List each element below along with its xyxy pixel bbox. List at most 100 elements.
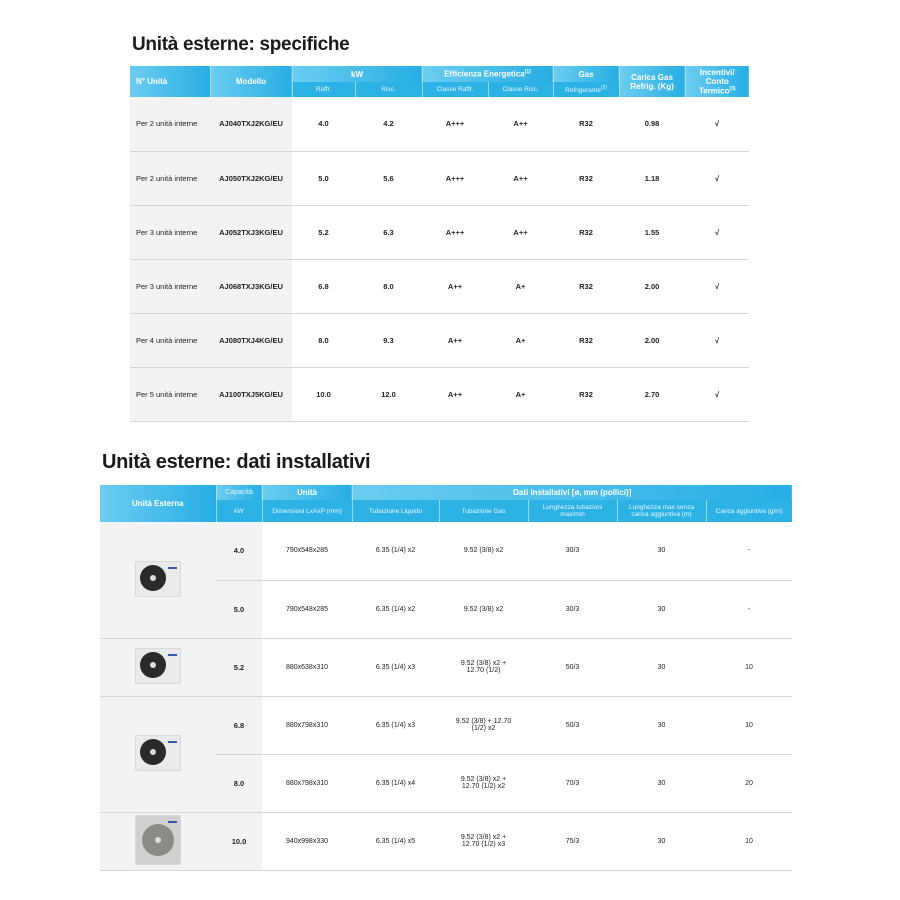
model: AJ050TXJ2KG/EU (210, 151, 292, 206)
header-n-unita: N° Unità (130, 66, 210, 97)
header-carica: Carica aggiuntiva (g/m) (705, 500, 792, 522)
header-tubazione-gas: Tubazione Gas (438, 500, 528, 522)
header-kw: kW (291, 66, 422, 82)
lunghezza-max: 30 (617, 638, 706, 697)
refrigerante: R32 (553, 313, 620, 368)
lunghezza: 30/3 (528, 522, 617, 581)
refrigerante: R32 (553, 97, 620, 152)
header-carica-gas: Carica Gas Refrig. (Kg) (618, 66, 686, 97)
classe-risc: A++ (488, 205, 554, 260)
carica-aggiuntiva: 10 (706, 696, 792, 755)
specs-title: Unità esterne: specifiche (132, 34, 350, 55)
lunghezza-max: 30 (617, 522, 706, 581)
classe-raffr: A+++ (422, 151, 488, 206)
lunghezza-max: 30 (617, 812, 706, 871)
model: AJ068TXJ3KG/EU (210, 259, 292, 314)
refrigerante: R32 (553, 367, 620, 422)
capacita: 5.0 (216, 580, 262, 639)
outdoor-unit-icon (135, 560, 181, 597)
specs-table: N° Unità Modello kW Efficienza Energetic… (130, 66, 750, 422)
header-gas: Gas (552, 66, 620, 82)
capacita: 6.8 (216, 696, 262, 755)
header-dimensioni: Dimensioni LxAxP (mm) (261, 500, 352, 522)
classe-risc: A+ (488, 313, 554, 368)
classe-raffr: A+++ (422, 97, 488, 152)
outdoor-unit-icon (135, 735, 181, 771)
install-title: Unità esterne: dati installativi (102, 451, 371, 473)
header-risc: Risc. (354, 82, 422, 97)
tubazione-liquido: 6.35 (1/4) x3 (352, 638, 439, 697)
install-row: 5.2 880x638x310 6.35 (1/4) x3 9.52 (3/8) x2… (100, 638, 792, 697)
classe-risc: A+ (488, 259, 554, 314)
outdoor-unit-icon (135, 648, 181, 684)
dimensioni: 790x548x285 (262, 580, 352, 639)
classe-risc: A++ (488, 151, 554, 206)
tubazione-gas: 9.52 (3/8) + 12.70 (1/2) x2 (439, 696, 528, 755)
carica-aggiuntiva: 10 (706, 812, 792, 871)
capacita: 10.0 (216, 812, 262, 871)
classe-risc: A++ (488, 97, 554, 152)
carica-aggiuntiva: - (706, 522, 792, 581)
refrigerante: R32 (553, 205, 620, 260)
spec-row: Per 4 unità interne AJ080TXJ4KG/EU 8.0 9.3 A… (130, 313, 750, 368)
model: AJ080TXJ4KG/EU (210, 313, 292, 368)
install-row: 10.0 940x998x330 6.35 (1/4) x5 9.52 (3/8) x… (100, 812, 792, 871)
capacita: 4.0 (216, 522, 262, 581)
header-unita: Unità (261, 485, 352, 500)
install-row: 8.0 880x798x310 6.35 (1/4) x4 9.52 (3/8) x2… (100, 754, 792, 813)
classe-raffr: A++ (422, 367, 488, 422)
header-efficienza: Efficienza Energetica(1) (421, 66, 554, 82)
incentivi: √ (685, 259, 750, 314)
header-dati: Dati installativi [ø, mm (pollici)] (351, 485, 792, 500)
kw-raffr: 5.0 (292, 151, 355, 206)
kw-raffr: 5.2 (292, 205, 355, 260)
unit-count: Per 3 unità interne (130, 259, 210, 314)
incentivi: √ (685, 367, 750, 422)
carica-aggiuntiva: 10 (706, 638, 792, 697)
kw-risc: 5.6 (355, 151, 422, 206)
capacita: 8.0 (216, 754, 262, 813)
kw-raffr: 4.0 (292, 97, 355, 152)
model: AJ052TXJ3KG/EU (210, 205, 292, 260)
spec-row: Per 2 unità interne AJ040TXJ2KG/EU 4.0 4.2 A… (130, 97, 750, 152)
carica-gas: 2.00 (619, 313, 686, 368)
lunghezza: 70/3 (528, 754, 617, 813)
kw-raffr: 10.0 (292, 367, 355, 422)
classe-raffr: A++ (422, 259, 488, 314)
lunghezza-max: 30 (617, 696, 706, 755)
classe-raffr: A++ (422, 313, 488, 368)
unit-count: Per 5 unità interne (130, 367, 210, 422)
carica-gas: 2.00 (619, 259, 686, 314)
tubazione-liquido: 6.35 (1/4) x5 (352, 812, 439, 871)
kw-risc: 8.0 (355, 259, 422, 314)
lunghezza: 75/3 (528, 812, 617, 871)
outdoor-unit-icon (135, 815, 181, 865)
tubazione-gas: 9.52 (3/8) x2 + 12.70 (1/2) x2 (439, 754, 528, 813)
kw-raffr: 8.0 (292, 313, 355, 368)
carica-aggiuntiva: 20 (706, 754, 792, 813)
lunghezza: 50/3 (528, 638, 617, 697)
tubazione-gas: 9.52 (3/8) x2 + 12.70 (1/2) (439, 638, 528, 697)
header-lunghezza-max: Lunghezza max senza carica aggiuntiva (m… (616, 500, 706, 522)
classe-raffr: A+++ (422, 205, 488, 260)
kw-raffr: 6.8 (292, 259, 355, 314)
carica-gas: 1.18 (619, 151, 686, 206)
unit-count: Per 4 unità interne (130, 313, 210, 368)
incentivi: √ (685, 313, 750, 368)
install-row: 5.0 790x548x285 6.35 (1/4) x2 9.52 (3/8) x2… (100, 580, 792, 639)
tubazione-liquido: 6.35 (1/4) x4 (352, 754, 439, 813)
model: AJ100TXJ5KG/EU (210, 367, 292, 422)
dimensioni: 880x798x310 (262, 754, 352, 813)
lunghezza-max: 30 (617, 580, 706, 639)
kw-risc: 6.3 (355, 205, 422, 260)
unit-image (100, 812, 216, 871)
unit-count: Per 3 unità interne (130, 205, 210, 260)
kw-risc: 9.3 (355, 313, 422, 368)
dimensioni: 790x548x285 (262, 522, 352, 581)
incentivi: √ (685, 205, 750, 260)
incentivi: √ (685, 151, 750, 206)
header-classe-raffr: Classe Raffr. (421, 82, 488, 97)
header-classe-risc: Classe Risc. (487, 82, 554, 97)
tubazione-gas: 9.52 (3/8) x2 (439, 580, 528, 639)
spec-row: Per 2 unità interne AJ050TXJ2KG/EU 5.0 5.6 A… (130, 151, 750, 206)
